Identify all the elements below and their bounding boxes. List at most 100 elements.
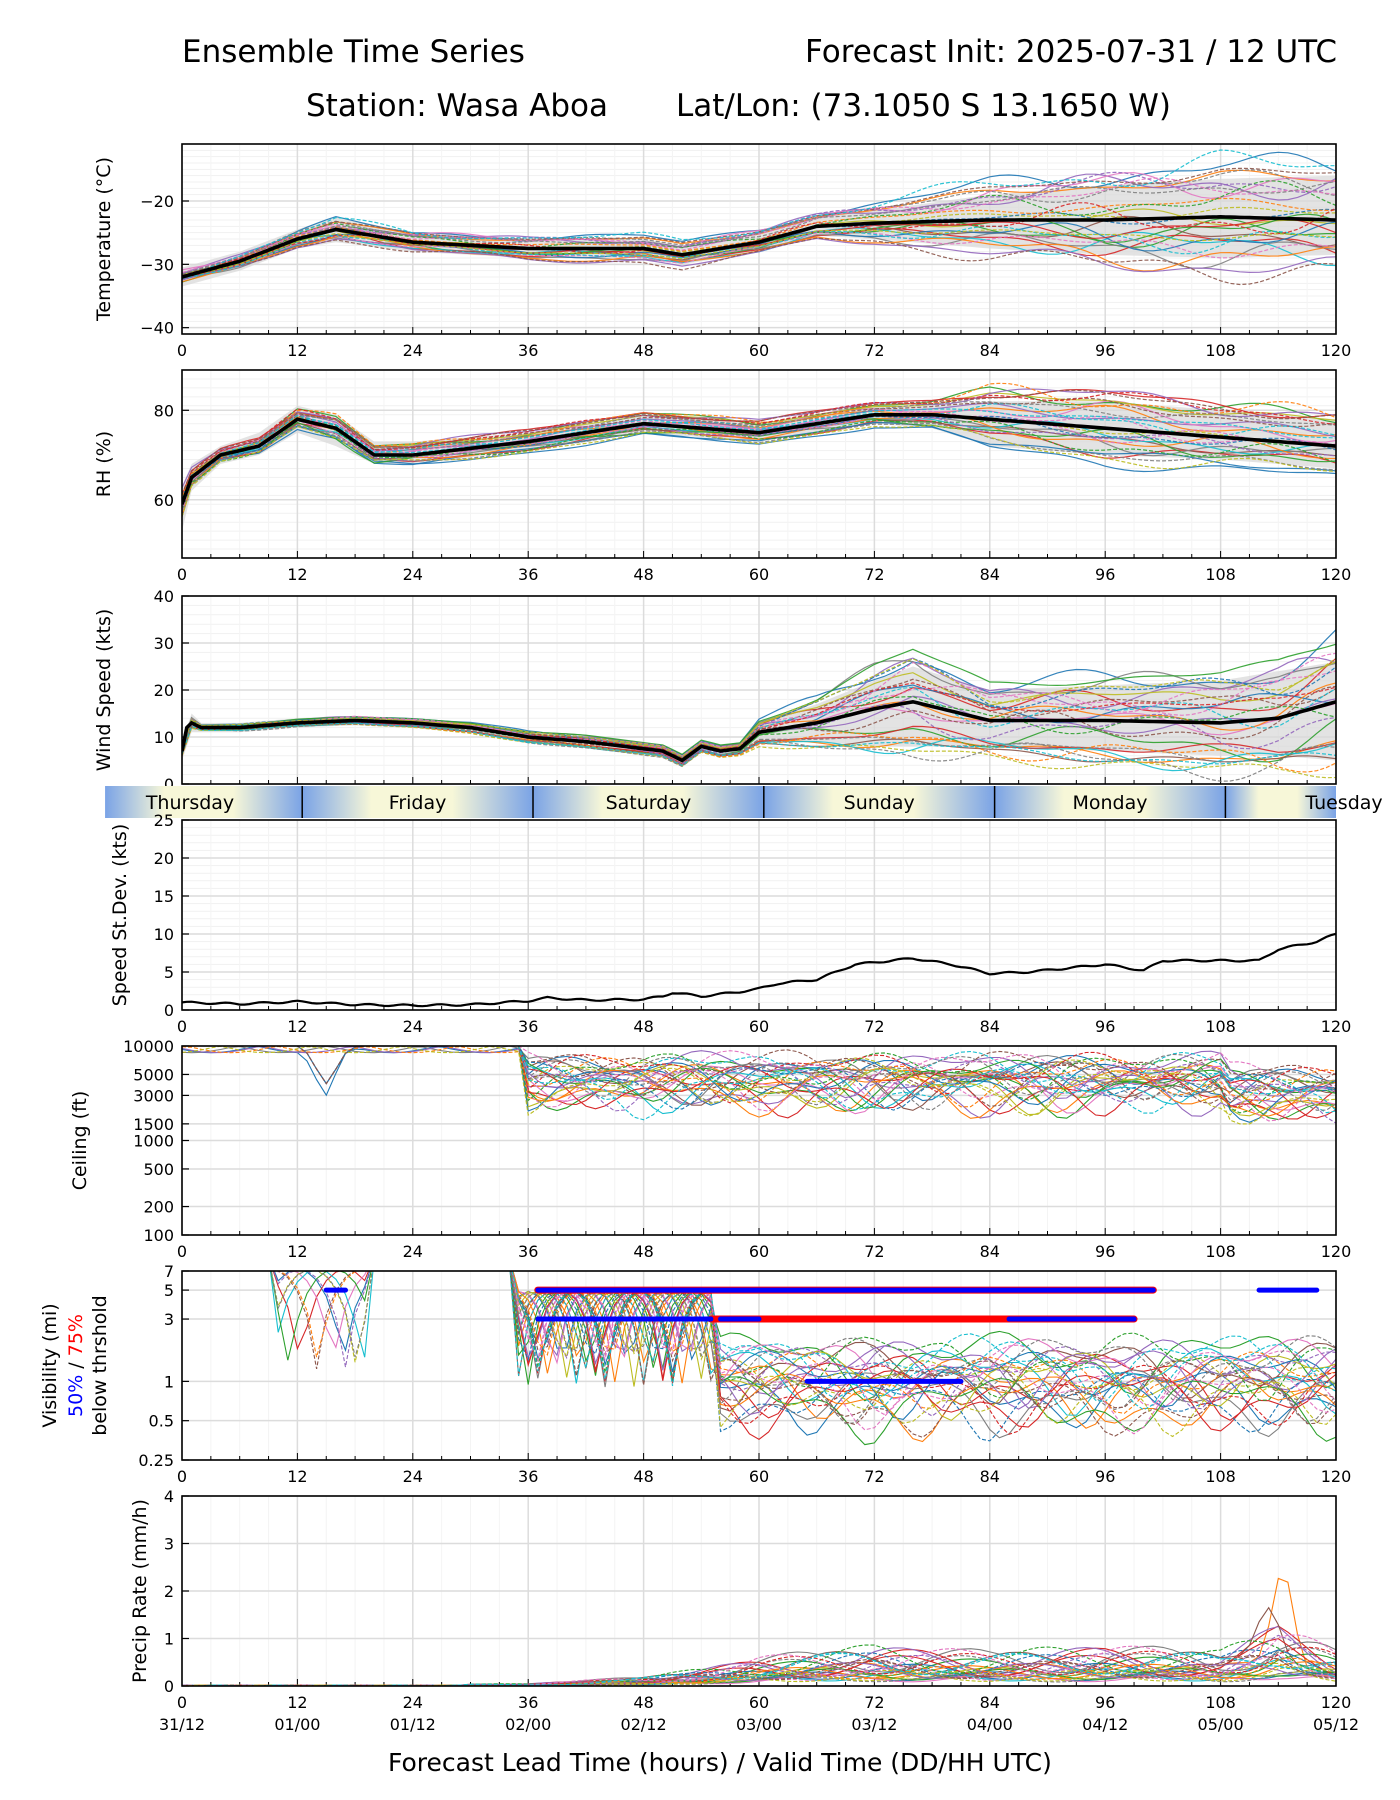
- valid-time-label: 03/00: [736, 1715, 782, 1734]
- member-line: [182, 643, 1336, 755]
- x-tick-label: 48: [633, 1242, 653, 1261]
- y-tick-label: 3: [164, 1310, 174, 1329]
- member-line: [182, 657, 1336, 758]
- x-tick-label: 108: [1205, 341, 1236, 360]
- member-line: [182, 402, 1336, 499]
- stdev-line: [182, 932, 1336, 1008]
- panel-frame: [181, 819, 1337, 1011]
- ensemble-mean-line: [182, 214, 1336, 279]
- member-line: [511, 1271, 1336, 1435]
- x-tick-label: 84: [980, 1693, 1000, 1712]
- y-tick-label: 80: [154, 401, 174, 420]
- member-line: [182, 704, 1336, 765]
- valid-time-label: 04/12: [1082, 1715, 1128, 1734]
- x-tick-label: 0: [177, 341, 187, 360]
- y-tick-label: 10000: [123, 1037, 174, 1056]
- y-tick-label: 10: [154, 925, 174, 944]
- x-tick-label: 96: [1095, 565, 1115, 584]
- member-line: [182, 169, 1336, 277]
- y-tick-label: 25: [154, 811, 174, 830]
- y-tick-label: 1: [164, 1372, 174, 1391]
- threshold-markers: [323, 1286, 1320, 1384]
- panel-temperature: −20 −30 −400 12 24 36 48 60 72 84 96 108 120: [140, 143, 1352, 360]
- x-tick-label: 72: [864, 1467, 884, 1486]
- x-tick-label: 12: [287, 1693, 307, 1712]
- label-separator: /: [65, 1356, 87, 1374]
- panel-frame: [181, 1045, 1337, 1236]
- x-tick-label: 96: [1095, 1017, 1115, 1036]
- spread-band: [182, 401, 1336, 532]
- x-tick-label: 72: [864, 1242, 884, 1261]
- x-tick-label: 96: [1095, 341, 1115, 360]
- member-line: [182, 1046, 1336, 1121]
- y-tick-label: 100: [143, 1226, 174, 1245]
- member-line: [512, 1271, 1336, 1443]
- member-line: [511, 1271, 1336, 1439]
- member-line: [182, 397, 1336, 498]
- panel-frame: [181, 1495, 1337, 1687]
- chart-title-right: Forecast Init: 2025-07-31 / 12 UTC: [805, 34, 1337, 70]
- member-line: [182, 171, 1336, 274]
- member-line: [182, 202, 1336, 277]
- x-tick-label: 72: [864, 565, 884, 584]
- x-tick-label: 24: [403, 341, 423, 360]
- x-tick-label: 36: [518, 1467, 538, 1486]
- x-tick-label: 36: [518, 1017, 538, 1036]
- ensemble-mean: [182, 699, 1336, 763]
- member-line: [182, 1046, 1336, 1100]
- member-line: [182, 408, 1336, 505]
- x-tick-label: 84: [980, 1017, 1000, 1036]
- x-tick-label: 108: [1205, 1017, 1236, 1036]
- member-line: [182, 391, 1336, 495]
- panel-speed-stdev: 25 20 15 10 5 00 12 24 36 48 60 72 84 96 108 120: [154, 811, 1352, 1036]
- x-tick-label: 60: [749, 565, 769, 584]
- member-line: [182, 1046, 1336, 1119]
- y-tick-label: 1000: [133, 1132, 174, 1151]
- member-line: [511, 1271, 1336, 1401]
- x-tick-label: 48: [633, 1467, 653, 1486]
- member-line: [182, 722, 1336, 766]
- x-tick-label: 84: [980, 341, 1000, 360]
- x-tick-label: 120: [1321, 341, 1352, 360]
- member-line: [182, 426, 1336, 517]
- x-tick-label: 24: [403, 1017, 423, 1036]
- member-line: [182, 388, 1336, 488]
- x-tick-label: 72: [864, 341, 884, 360]
- x-tick-label: 120: [1321, 1693, 1352, 1712]
- member-line: [182, 686, 1336, 762]
- y-tick-label: 20: [154, 849, 174, 868]
- x-tick-label: 96: [1095, 1242, 1115, 1261]
- label-50pct: 50%: [65, 1375, 87, 1417]
- y-tick-label: −20: [140, 192, 174, 211]
- day-label-tuesday: Tuesday: [1304, 792, 1382, 814]
- member-line: [276, 1271, 1336, 1409]
- y-tick-label: 0.25: [138, 1451, 174, 1470]
- x-tick-label: 120: [1321, 1242, 1352, 1261]
- ensemble-mean-line: [182, 413, 1336, 505]
- y-tick-label: 500: [143, 1160, 174, 1179]
- y-tick-label: 3000: [133, 1086, 174, 1105]
- y-tick-label: −30: [140, 255, 174, 274]
- x-tick-label: 12: [287, 341, 307, 360]
- valid-time-label: 05/00: [1198, 1715, 1244, 1734]
- member-line: [511, 1271, 1336, 1438]
- member-line: [510, 1271, 1336, 1440]
- y-tick-label: 60: [154, 491, 174, 510]
- y-tick-label: 5: [164, 1281, 174, 1300]
- y-axis-label-wind-speed: Wind Speed (kts): [93, 609, 115, 772]
- ensemble-stats: [182, 401, 1336, 532]
- x-tick-label: 72: [864, 1017, 884, 1036]
- valid-time-label: 04/00: [967, 1715, 1013, 1734]
- valid-time-label: 05/12: [1313, 1715, 1359, 1734]
- label-75pct: 75%: [65, 1314, 87, 1356]
- member-line: [182, 1046, 1336, 1108]
- member-line: [182, 1046, 1336, 1111]
- member-line: [182, 657, 1336, 758]
- member-line: [182, 1046, 1336, 1122]
- y-tick-label: 10: [154, 728, 174, 747]
- member-line: [182, 180, 1336, 278]
- panel-precip-rate: 4 3 2 1 00 12 24 36 48 60 72 84 96 108 120: [164, 1487, 1351, 1712]
- day-label-friday: Friday: [389, 792, 447, 814]
- member-line: [182, 1046, 1336, 1111]
